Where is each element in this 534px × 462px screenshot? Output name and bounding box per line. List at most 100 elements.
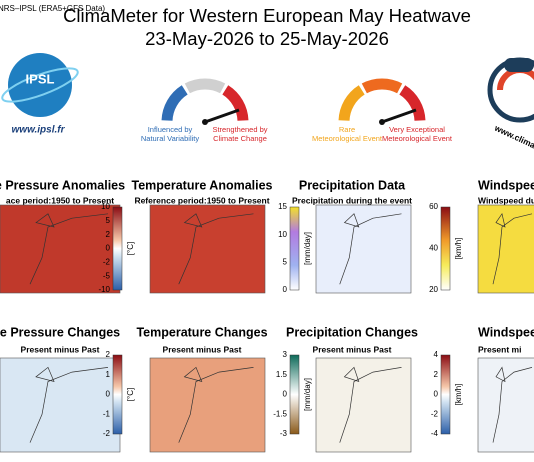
gauge-segment (361, 78, 403, 94)
panel-title: e Pressure Changes (0, 325, 120, 339)
colorbar-tick-label: 40 (429, 244, 438, 253)
gauge-label: Natural Variability (141, 134, 199, 143)
colorbar-unit: [°C] (126, 388, 135, 401)
map (315, 357, 412, 453)
panel-title: Temperature Anomalies (131, 178, 272, 192)
gauge-label: Very Exceptional (389, 125, 445, 134)
coastline (492, 366, 533, 443)
gauge-segment (161, 85, 188, 121)
panel-subtitle: Windspeed dur (478, 195, 534, 205)
colorbar-tick-label: -4 (431, 429, 439, 438)
map (0, 204, 121, 294)
coastline (178, 213, 254, 285)
title: ClimaMeter for Western European May Heat… (63, 5, 471, 26)
colorbar-tick-label: 10 (278, 230, 287, 239)
gauge-hub (379, 119, 385, 125)
colorbar-tick-label: 5 (106, 216, 111, 225)
coastline (492, 212, 533, 285)
logo-name: IPSL (26, 71, 55, 86)
logo-url: www.climat (492, 122, 534, 151)
panel-title: Precipitation Data (299, 178, 406, 192)
colorbar-tick-label: 0 (434, 390, 439, 399)
colorbar-tick-label: 1.5 (276, 370, 288, 379)
colorbar-tick-label: 10 (101, 202, 110, 211)
coastline (29, 213, 109, 285)
colorbar-unit: [km/h] (454, 238, 463, 260)
panel-subtitle: Present minus Past (163, 344, 242, 354)
colorbar-tick-label: -2 (103, 429, 111, 438)
gauge-needle (381, 108, 417, 124)
colorbar-tick-label: 2 (106, 230, 111, 239)
colorbar (289, 354, 300, 435)
ipsl-logo: IPSL www.ipsl.fr (1, 53, 79, 136)
gauge-label: Strengthened by (212, 125, 267, 134)
source: NRS–IPSL (ERA5+GFS Data) (0, 4, 105, 13)
colorbar-tick-label: 60 (429, 202, 438, 211)
panel-title: e Pressure Anomalies (0, 178, 125, 192)
gauge-segment (222, 85, 249, 121)
gauge-label: Climate Change (213, 134, 267, 143)
panel-subtitle: Present minus Past (21, 344, 100, 354)
colorbar (112, 354, 123, 435)
gauge-hub (202, 119, 208, 125)
panel-title: Precipitation Changes (286, 325, 418, 339)
colorbar-unit: [mm/day] (303, 232, 312, 265)
colorbar-tick-label: -2 (431, 409, 439, 418)
panel-subtitle: Present mi (478, 344, 521, 354)
colorbar-tick-label: -3 (280, 429, 288, 438)
colorbar-unit: [mm/day] (303, 378, 312, 411)
panel-subtitle: Present minus Past (313, 344, 392, 354)
colorbar-tick-label: 20 (429, 285, 438, 294)
colorbar-tick-label: 2 (434, 370, 439, 379)
subtitle: 23-May-2026 to 25-May-2026 (145, 28, 389, 49)
panel-title: Windspee (478, 178, 534, 192)
colorbar-tick-label: -5 (103, 271, 111, 280)
map (315, 204, 412, 294)
panel-subtitle: Precipitation during the event (292, 195, 412, 205)
gauge-segment (184, 78, 226, 94)
colorbar-tick-label: -10 (98, 285, 110, 294)
panel-subtitle: Reference period:1950 to Present (134, 195, 269, 205)
map (0, 357, 121, 453)
gauge-segment (399, 85, 426, 121)
panel-title: Windspeed (478, 325, 534, 339)
coastline (339, 366, 402, 443)
coastline (29, 366, 109, 443)
gauge-label: Rare (339, 125, 355, 134)
colorbar-tick-label: 0 (106, 244, 111, 253)
colorbar-tick-label: -2 (103, 257, 111, 266)
colorbar (440, 354, 451, 435)
colorbar-tick-label: 0 (106, 390, 111, 399)
colorbar-tick-label: 0 (283, 390, 288, 399)
panel-subtitle: ace period:1950 to Present (6, 195, 114, 205)
colorbar-tick-label: 3 (283, 350, 288, 359)
colorbar (440, 206, 451, 291)
gauge-label: Meteorological Event (312, 134, 383, 143)
colorbar (112, 206, 123, 291)
gauge-label: Influenced by (148, 125, 193, 134)
colorbar-tick-label: -1.5 (273, 409, 287, 418)
colorbar (289, 206, 300, 291)
climameter-logo: www.climat (487, 57, 534, 152)
coastline (178, 366, 254, 443)
colorbar-tick-label: 0 (283, 285, 288, 294)
map (477, 357, 534, 453)
colorbar-tick-label: 5 (283, 257, 288, 266)
map (149, 204, 266, 294)
colorbar-unit: [km/h] (454, 384, 463, 406)
gauge-label: Meteorological Event (382, 134, 453, 143)
gauge-needle (204, 108, 240, 124)
panel-title: Temperature Changes (136, 325, 267, 339)
logo-url: www.ipsl.fr (12, 125, 66, 136)
coastline (339, 213, 402, 285)
colorbar-tick-label: 15 (278, 202, 287, 211)
colorbar-tick-label: 1 (106, 370, 111, 379)
colorbar-tick-label: 4 (434, 350, 439, 359)
gauge-segment (338, 85, 365, 121)
map (149, 357, 266, 453)
colorbar-unit: [°C] (126, 242, 135, 255)
map (477, 204, 534, 294)
colorbar-tick-label: 2 (106, 350, 111, 359)
colorbar-tick-label: -1 (103, 409, 111, 418)
